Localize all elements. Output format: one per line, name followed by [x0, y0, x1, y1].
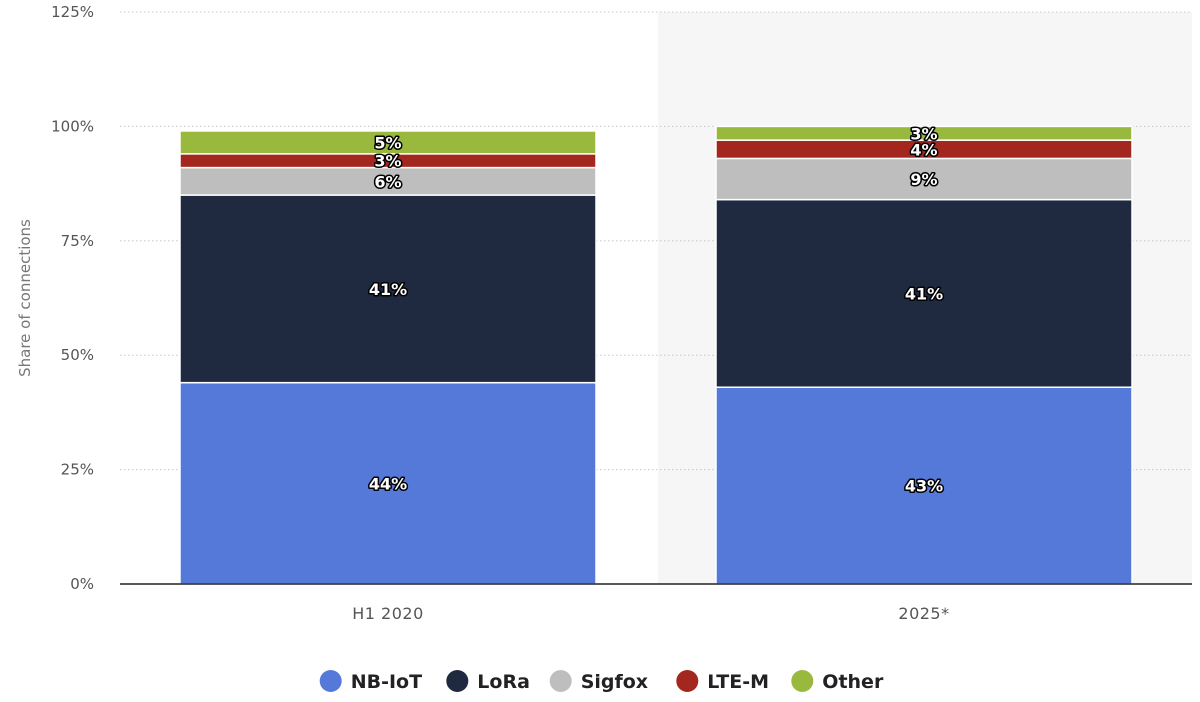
- data-label-nb-iot-h1-2020: 44%: [369, 474, 407, 493]
- legend-label: Other: [822, 671, 884, 693]
- y-tick-label: 0%: [70, 575, 94, 593]
- data-label-nb-iot-2025: 43%: [905, 477, 943, 496]
- legend-label: LoRa: [477, 671, 530, 693]
- x-tick-label: H1 2020: [352, 604, 424, 623]
- legend-item-lte-m[interactable]: LTE-M: [676, 670, 769, 693]
- y-tick-label: 125%: [51, 3, 94, 21]
- legend-marker-nb-iot: [319, 670, 342, 692]
- legend-marker-lora: [446, 670, 469, 692]
- x-tick-label: 2025*: [898, 604, 949, 623]
- legend-marker-sigfox: [549, 670, 572, 692]
- data-label-other-h1-2020: 5%: [374, 133, 401, 152]
- y-tick-label: 25%: [61, 461, 94, 479]
- data-label-sigfox-h1-2020: 6%: [374, 172, 401, 191]
- bar-segment-lora-2025[interactable]: [715, 198, 1133, 388]
- legend-item-lora[interactable]: LoRa: [446, 670, 530, 693]
- legend-label: LTE-M: [707, 671, 769, 693]
- legend-marker-lte-m: [676, 670, 699, 692]
- bar-segment-other-h1-2020[interactable]: [179, 130, 597, 155]
- data-label-lte-m-2025: 4%: [910, 140, 937, 159]
- bar-segment-sigfox-h1-2020[interactable]: [179, 166, 597, 196]
- legend-label: Sigfox: [581, 671, 648, 693]
- data-label-lora-2025: 41%: [905, 284, 943, 303]
- data-label-lora-h1-2020: 41%: [369, 280, 407, 299]
- data-label-lte-m-h1-2020: 3%: [374, 152, 401, 171]
- bar-segment-other-2025[interactable]: [715, 125, 1133, 141]
- legend-item-other[interactable]: Other: [791, 670, 884, 693]
- y-tick-label: 50%: [61, 346, 94, 364]
- data-label-sigfox-2025: 9%: [910, 170, 937, 189]
- bar-segment-lora-h1-2020[interactable]: [179, 194, 597, 384]
- y-tick-label: 100%: [51, 117, 94, 135]
- data-label-other-2025: 3%: [910, 124, 937, 143]
- bar-segment-nb-iot-2025[interactable]: [715, 386, 1133, 585]
- y-axis-title: Share of connections: [16, 219, 34, 377]
- legend-label: NB-IoT: [351, 671, 422, 693]
- legend-item-nb-iot[interactable]: NB-IoT: [319, 670, 422, 693]
- legend-marker-other: [791, 670, 814, 692]
- y-tick-label: 75%: [61, 232, 94, 250]
- legend-item-sigfox[interactable]: Sigfox: [549, 670, 648, 693]
- bar-segment-nb-iot-h1-2020[interactable]: [179, 381, 597, 585]
